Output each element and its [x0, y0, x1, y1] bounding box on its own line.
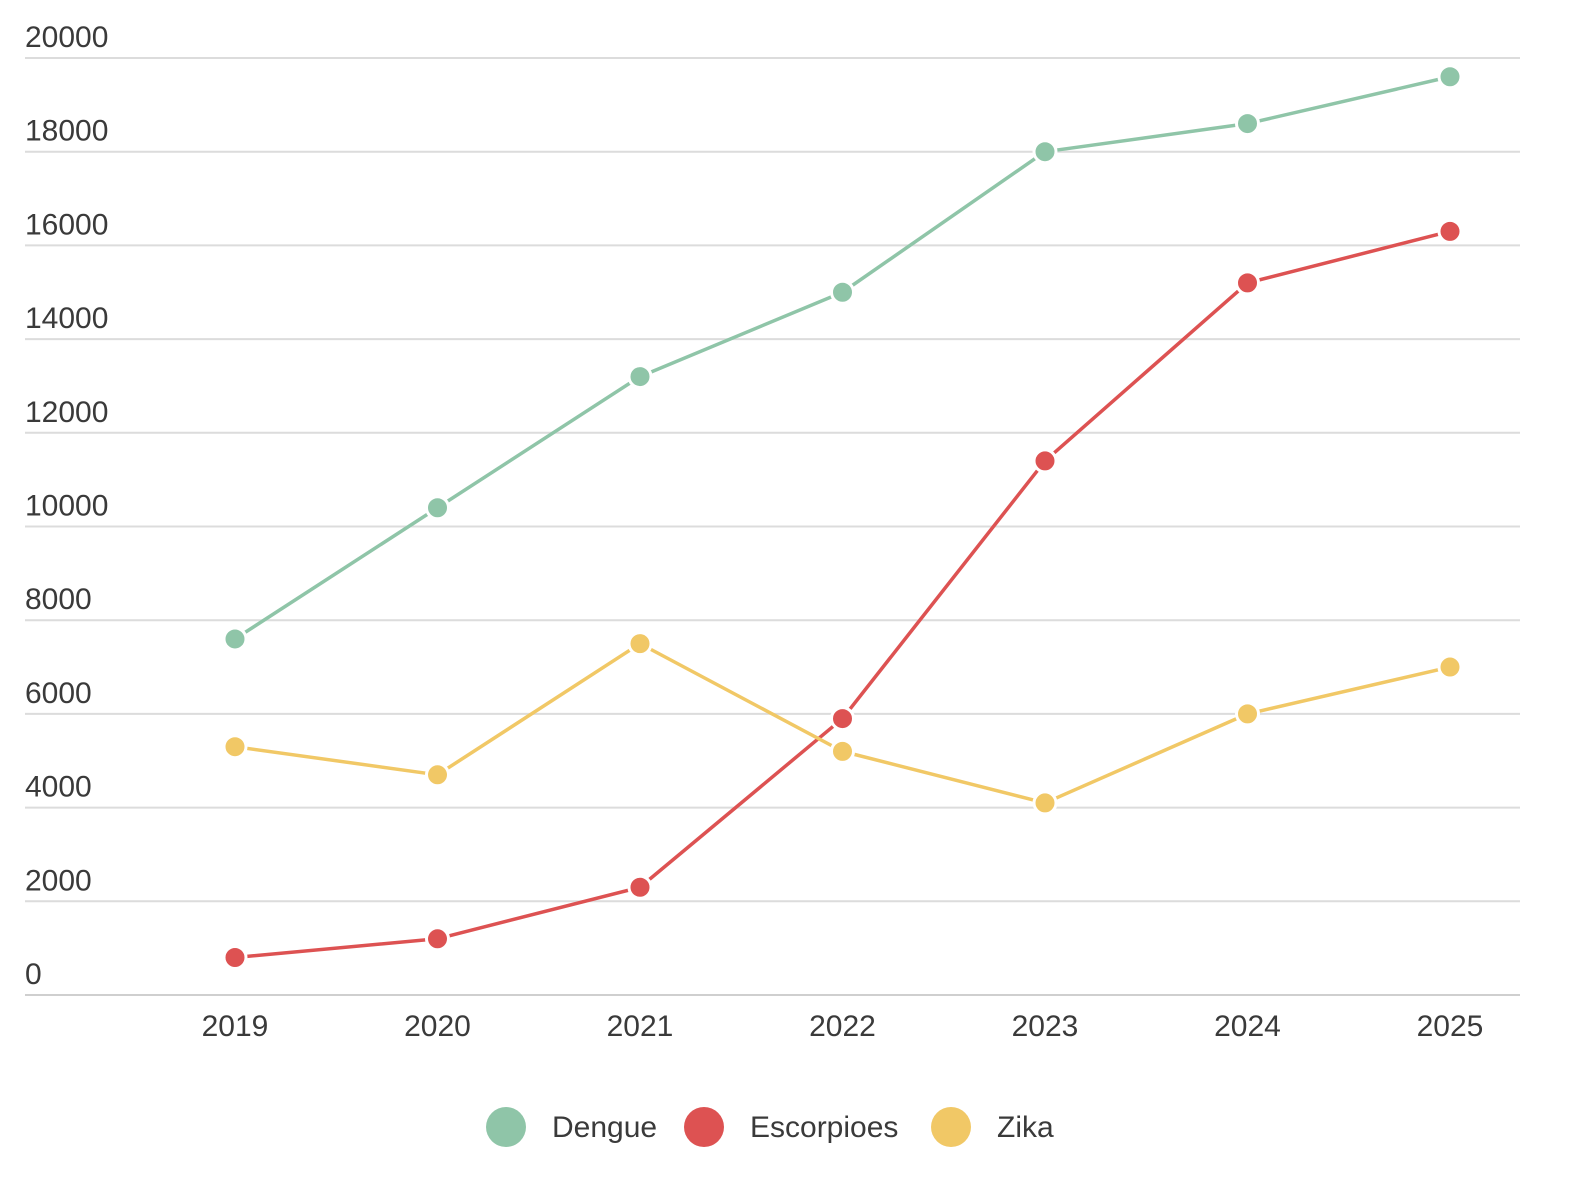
- data-point[interactable]: [627, 364, 653, 390]
- y-tick-label: 0: [25, 958, 42, 991]
- legend-label: Dengue: [552, 1111, 657, 1144]
- data-point[interactable]: [425, 762, 450, 788]
- data-point[interactable]: [222, 945, 248, 971]
- y-tick-label: 18000: [25, 115, 108, 148]
- data-point[interactable]: [1437, 654, 1463, 680]
- data-point[interactable]: [1437, 64, 1463, 90]
- series-lines: [222, 64, 1463, 971]
- y-tick-label: 4000: [25, 771, 92, 804]
- y-tick-label: 14000: [25, 302, 108, 335]
- data-point[interactable]: [222, 626, 248, 652]
- x-tick-label: 2022: [809, 1010, 876, 1043]
- series-line: [233, 229, 1452, 960]
- y-tick-label: 10000: [25, 490, 108, 523]
- y-tick-label: 20000: [25, 21, 108, 54]
- x-axis-tick-labels: 2019 2020 2021 2022 2023 2024 2025: [202, 1010, 1484, 1043]
- y-tick-label: 2000: [25, 864, 92, 897]
- data-point[interactable]: [1235, 270, 1260, 296]
- data-point[interactable]: [1437, 218, 1463, 244]
- series-line: [233, 74, 1452, 641]
- legend-item-escorpioes[interactable]: Escorpioes: [684, 1107, 898, 1147]
- data-point[interactable]: [425, 926, 450, 952]
- x-tick-label: 2023: [1012, 1010, 1079, 1043]
- x-tick-label: 2024: [1214, 1010, 1281, 1043]
- data-point[interactable]: [830, 279, 855, 305]
- legend-label: Zika: [997, 1111, 1054, 1144]
- data-point[interactable]: [1235, 701, 1260, 727]
- y-tick-label: 16000: [25, 208, 108, 241]
- data-point[interactable]: [830, 738, 855, 764]
- series-zika: [222, 631, 1463, 816]
- legend-item-zika[interactable]: Zika: [931, 1107, 1054, 1147]
- data-point[interactable]: [1032, 790, 1058, 816]
- data-point[interactable]: [830, 706, 855, 732]
- x-tick-label: 2025: [1417, 1010, 1484, 1043]
- gridlines: [25, 57, 1520, 996]
- data-point[interactable]: [1032, 448, 1058, 474]
- data-point[interactable]: [425, 495, 450, 521]
- legend-item-dengue[interactable]: Dengue: [486, 1107, 657, 1147]
- series-escorpioes: [222, 218, 1463, 971]
- data-point[interactable]: [627, 631, 653, 657]
- x-tick-label: 2019: [202, 1010, 269, 1043]
- legend-label: Escorpioes: [750, 1111, 898, 1144]
- legend: Dengue Escorpioes Zika: [486, 1107, 1054, 1147]
- legend-swatch: [931, 1107, 971, 1147]
- data-point[interactable]: [222, 734, 248, 760]
- data-point[interactable]: [1235, 111, 1260, 137]
- y-tick-label: 6000: [25, 677, 92, 710]
- legend-swatch: [486, 1107, 526, 1147]
- data-point[interactable]: [1032, 139, 1058, 165]
- series-dengue: [222, 64, 1463, 652]
- y-tick-label: 8000: [25, 583, 92, 616]
- data-point[interactable]: [627, 874, 653, 900]
- legend-swatch: [684, 1107, 724, 1147]
- x-tick-label: 2021: [607, 1010, 674, 1043]
- y-tick-label: 12000: [25, 396, 108, 429]
- y-axis-tick-labels: 0 2000 4000 6000 8000 10000 12000 14000 16000 180…: [25, 21, 108, 991]
- x-tick-label: 2020: [404, 1010, 471, 1043]
